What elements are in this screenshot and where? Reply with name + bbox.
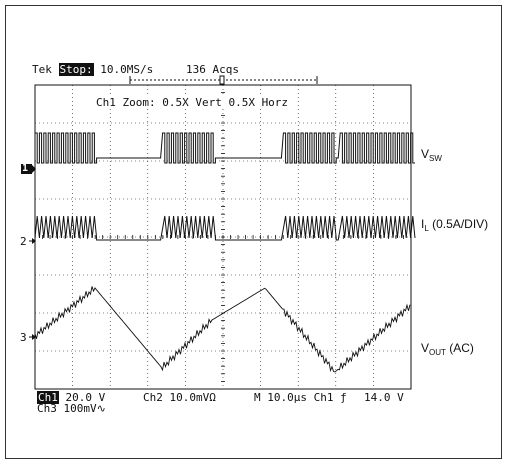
trigger-level: 14.0 V xyxy=(364,391,404,404)
output-voltage-trace xyxy=(34,286,411,373)
vout-label: VOUT (AC) xyxy=(421,341,474,357)
brand-label: Tek xyxy=(32,63,52,76)
channel-3-number: 3 xyxy=(20,331,27,344)
channel-2-marker xyxy=(29,238,36,244)
vsw-trace xyxy=(34,132,415,164)
ch3-scale: Ch3 100mV∿ xyxy=(37,402,106,415)
inductor-current-trace xyxy=(34,215,416,241)
acquisition-count: 136 Acqs xyxy=(186,63,239,76)
vsw-label: VSW xyxy=(421,147,442,163)
ch2-scale: Ch2 10.0mVΩ xyxy=(143,391,216,404)
channel-1-marker xyxy=(21,164,36,174)
channel-2-number: 2 xyxy=(20,235,27,248)
record-bar xyxy=(129,75,318,85)
figure-frame xyxy=(5,5,502,459)
channel-3-marker xyxy=(29,334,36,340)
channel-1-number: 1 xyxy=(22,163,29,174)
zoom-readout: Ch1 Zoom: 0.5X Vert 0.5X Horz xyxy=(96,96,289,109)
run-state-badge: Stop: xyxy=(58,63,94,76)
inductor-current-label: IL (0.5A/DIV) xyxy=(421,217,489,233)
timebase-trigger: M 10.0µs Ch1 ƒ xyxy=(254,391,347,404)
sample-rate: 10.0MS/s xyxy=(100,63,154,76)
status-line: Tek Stop: 10.0MS/s xyxy=(32,63,153,76)
ch1-badge: Ch1 xyxy=(37,391,59,404)
ch1-scale: 20.0 V xyxy=(65,391,106,404)
settings-row-1: Ch1 20.0 V xyxy=(37,391,105,404)
